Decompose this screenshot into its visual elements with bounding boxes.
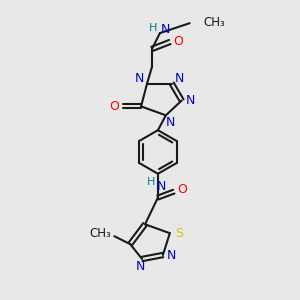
Text: O: O: [110, 100, 119, 113]
Text: H: H: [147, 177, 155, 187]
Text: N: N: [161, 22, 170, 36]
Text: N: N: [175, 72, 184, 85]
Text: N: N: [166, 116, 176, 129]
Text: O: O: [173, 34, 183, 47]
Text: N: N: [186, 94, 195, 107]
Text: N: N: [167, 248, 176, 262]
Text: CH₃: CH₃: [90, 227, 111, 240]
Text: S: S: [175, 227, 183, 240]
Text: O: O: [177, 183, 187, 196]
Text: N: N: [134, 72, 144, 85]
Text: CH₃: CH₃: [203, 16, 225, 29]
Text: N: N: [157, 180, 167, 193]
Text: N: N: [135, 260, 145, 273]
Text: H: H: [149, 23, 157, 33]
